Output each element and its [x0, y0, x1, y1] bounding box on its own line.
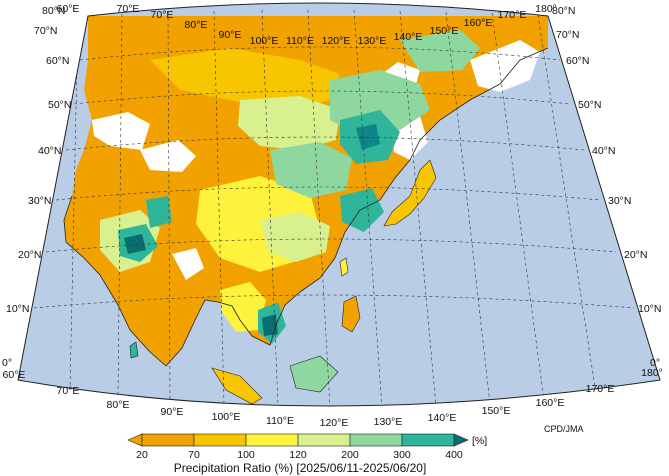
lon-bottom-label: 90°E: [161, 406, 184, 418]
colorbar-tick-label: 20: [136, 449, 148, 461]
colorbar-segment: [193, 433, 247, 447]
lon-top-label: 180°: [535, 3, 557, 15]
land-sri-lanka: [129, 341, 139, 359]
lon-labels-top: 60°E 70°E 70°E 80°E 90°E 100°E 110°E 120…: [57, 3, 557, 47]
lat-right-label: 20°N: [624, 249, 647, 261]
lat-right-label: 0°: [650, 357, 660, 369]
lat-labels-right: 80°N 70°N 60°N 50°N 40°N 30°N 20°N 10°N …: [552, 5, 661, 369]
no-data-tibet: [172, 248, 204, 280]
band-teal-korea: [340, 188, 384, 232]
no-data-kamchatka: [470, 40, 540, 92]
lat-left-label: 60°N: [46, 55, 69, 67]
lon-top-label: 150°E: [430, 25, 459, 37]
band-green-central: [270, 142, 352, 198]
lat-right-label: 50°N: [578, 99, 601, 111]
lon-top-label: 160°E: [464, 17, 493, 29]
lon-top-label: 70°E: [117, 3, 140, 15]
lon-bottom-label: 80°E: [107, 399, 130, 411]
lon-top-label: 70°E: [151, 9, 174, 21]
lon-top-label: 60°E: [57, 3, 80, 15]
colorbar-tick-label: 100: [237, 449, 255, 461]
lon-bottom-label: 140°E: [428, 412, 457, 424]
colorbar-low-arrow: [127, 433, 143, 447]
colorbar-tick-label: 70: [188, 449, 200, 461]
colorbar-segment: [349, 433, 403, 447]
lon-labels-bottom: 60°E 70°E 80°E 90°E 100°E 110°E 120°E 13…: [3, 367, 663, 429]
lon-top-label: 120°E: [322, 35, 351, 47]
lat-right-label: 30°N: [608, 195, 631, 207]
lon-bottom-label: 170°E: [586, 383, 615, 395]
lon-bottom-label: 180°: [641, 367, 663, 379]
lon-bottom-label: 70°E: [57, 385, 80, 397]
lat-right-label: 70°N: [556, 29, 579, 41]
lon-bottom-label: 60°E: [3, 369, 26, 381]
colorbar-tick-label: 120: [289, 449, 307, 461]
lon-top-label: 90°E: [219, 29, 242, 41]
lon-top-label: 110°E: [286, 35, 314, 47]
no-data-himalaya: [140, 140, 196, 172]
colorbar-segment: [297, 433, 351, 447]
colorbar-title: Precipitation Ratio (%) [2025/06/11-2025…: [174, 461, 427, 475]
lon-top-label: 170°E: [498, 9, 527, 21]
land-philippines: [341, 295, 361, 333]
lat-right-label: 40°N: [592, 145, 615, 157]
coastline: [63, 47, 549, 367]
band-darkteal-north: [356, 124, 380, 150]
lat-left-label: 20°N: [18, 249, 41, 261]
credit-label: CPD/JMA: [544, 424, 584, 434]
colorbar-tick-label: 200: [341, 449, 359, 461]
land-sumatra: [211, 367, 263, 405]
lon-top-label: 80°E: [185, 19, 208, 31]
colorbar-high-arrow: [453, 433, 469, 447]
colorbar-tick-label: 300: [393, 449, 411, 461]
land-taiwan: [339, 257, 349, 277]
colorbar-segment: [245, 433, 299, 447]
lat-left-label: 80°N: [42, 5, 65, 17]
band-yellow-north: [150, 48, 340, 110]
lon-bottom-label: 100°E: [212, 411, 241, 423]
map-content: [33, 9, 635, 406]
band-teal-tibet: [146, 196, 172, 228]
graticule: [33, 9, 635, 406]
band-lightgreen-mongolia: [238, 96, 340, 150]
lon-top-label: 100°E: [250, 35, 279, 47]
band-lightgreen-south-china: [260, 212, 330, 262]
colorbar-unit: [%]: [472, 435, 487, 447]
lat-labels-left: 80°N 70°N 60°N 50°N 40°N 30°N 20°N 10°N …: [2, 5, 71, 369]
colorbar-segment: [141, 433, 195, 447]
lon-bottom-label: 130°E: [374, 416, 403, 428]
lat-right-label: 80°N: [552, 5, 575, 17]
lat-right-label: 10°N: [638, 303, 661, 315]
colorbar-segment: [401, 433, 455, 447]
colorbar: [%] 20 70 100 120 200 300 400 Precipitat…: [127, 433, 487, 475]
land-japan: [383, 159, 437, 227]
lon-top-label: 130°E: [358, 35, 387, 47]
lon-top-label: 140°E: [394, 31, 423, 43]
lat-left-label: 30°N: [28, 195, 51, 207]
no-data-central-asia: [92, 112, 150, 150]
map-frame: [17, 2, 661, 407]
lat-right-label: 60°N: [566, 55, 589, 67]
lat-left-label: 70°N: [34, 25, 57, 37]
lon-bottom-label: 160°E: [536, 397, 565, 409]
lat-left-label: 40°N: [38, 145, 61, 157]
land-borneo: [289, 355, 339, 393]
band-green-siberia: [400, 30, 480, 72]
lon-bottom-label: 120°E: [320, 417, 349, 429]
band-darkteal-india: [124, 234, 146, 254]
lon-bottom-label: 110°E: [266, 415, 294, 427]
lat-left-label: 10°N: [6, 303, 29, 315]
lat-left-label: 0°: [2, 357, 12, 369]
colorbar-tick-label: 400: [445, 449, 463, 461]
lat-left-label: 50°N: [48, 99, 71, 111]
lon-bottom-label: 150°E: [482, 405, 511, 417]
band-yellow-indochina: [220, 282, 266, 332]
